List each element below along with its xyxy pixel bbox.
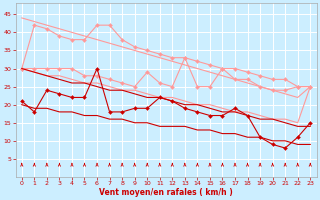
X-axis label: Vent moyen/en rafales ( km/h ): Vent moyen/en rafales ( km/h ) <box>99 188 233 197</box>
